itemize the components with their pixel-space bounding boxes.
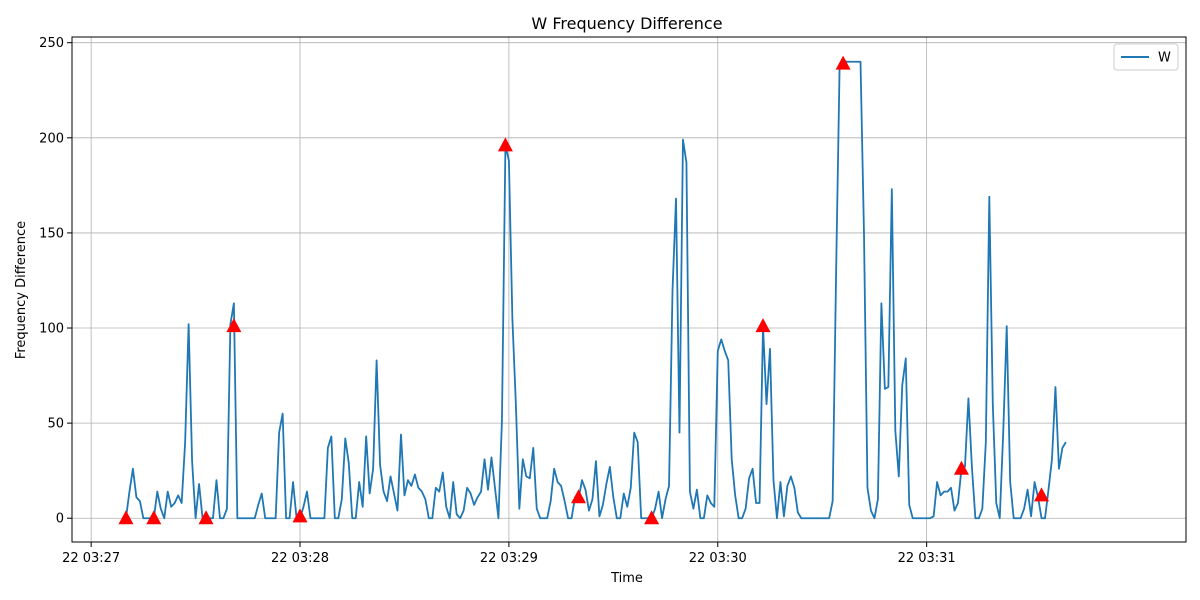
tick-layer: 22 03:27 22 03:28 22 03:29 22 03:30 22 03:31… — [39, 36, 956, 566]
peak-marker — [835, 55, 851, 70]
peak-marker — [644, 510, 660, 525]
series-line-w — [125, 58, 1067, 520]
y-tick-label: 150 — [39, 226, 64, 241]
x-axis-label: Time — [610, 571, 643, 586]
x-tick-label: 22 03:27 — [62, 551, 120, 566]
peak-marker — [755, 318, 771, 333]
x-tick-label: 22 03:28 — [271, 551, 329, 566]
y-tick-label: 0 — [56, 512, 64, 527]
y-axis-label: Frequency Difference — [14, 221, 29, 359]
x-tick-label: 22 03:30 — [689, 551, 747, 566]
plot-frame — [71, 36, 1187, 543]
y-tick-label: 50 — [47, 417, 64, 432]
x-tick-label: 22 03:31 — [898, 551, 956, 566]
y-tick-label: 100 — [39, 322, 64, 337]
peak-marker — [571, 489, 587, 504]
peak-marker — [146, 510, 162, 525]
y-tick-label: 250 — [39, 36, 64, 51]
plot-area — [72, 37, 1186, 542]
y-tick-label: 200 — [39, 131, 64, 146]
peak-marker — [226, 318, 242, 333]
x-tick-label: 22 03:29 — [480, 551, 538, 566]
legend: W — [1113, 43, 1179, 71]
peak-marker — [292, 508, 308, 523]
peak-marker — [198, 510, 214, 525]
marker-layer — [118, 55, 1050, 525]
peak-marker — [1034, 487, 1050, 502]
series-layer — [125, 58, 1067, 520]
peak-marker — [497, 137, 513, 152]
legend-label-w: W — [1158, 51, 1171, 66]
peak-marker — [953, 460, 969, 475]
chart-title: W Frequency Difference — [531, 14, 722, 33]
peak-marker — [118, 510, 134, 525]
grid-layer — [72, 37, 1186, 542]
